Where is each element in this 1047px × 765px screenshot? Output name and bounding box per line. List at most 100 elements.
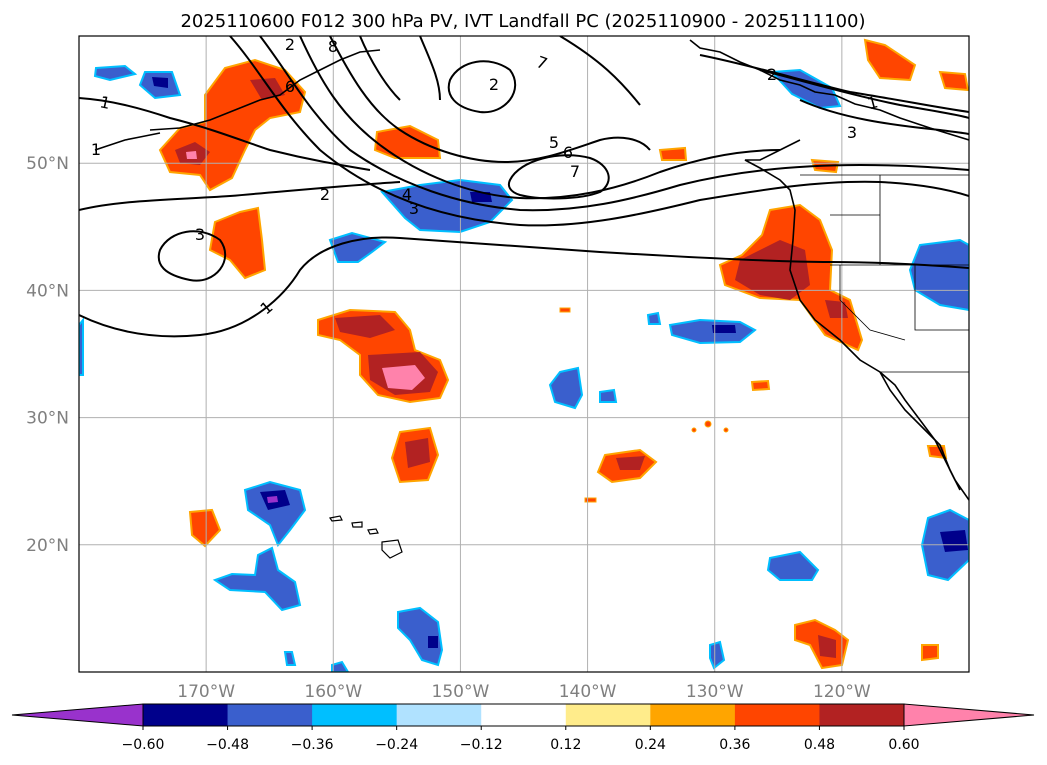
colorbar-segment [143,704,229,726]
contour-3 [799,99,969,135]
island [351,521,363,528]
positive-anomaly-region [250,78,285,100]
figure-title: 2025110600 F012 300 hPa PV, IVT Landfall… [180,11,865,32]
negative-anomaly-region [428,636,438,648]
negative-anomaly-region [397,606,444,667]
contour-jet [299,36,781,200]
positive-anomaly-region [818,635,836,658]
colorbar-tick-label: 0.24 [635,737,666,753]
longitude-tick-label: 120°W [813,682,871,702]
negative-anomaly-region [267,496,278,503]
colorbar-segment [396,704,482,726]
latitude-tick-label: 40°N [26,281,69,301]
contour-label: 3 [409,199,419,218]
hawaiian-islands [329,515,403,559]
positive-anomaly-region [186,151,197,159]
positive-anomaly-field [158,38,969,670]
positive-anomaly-region [938,70,969,92]
contour-label: 3 [847,123,857,142]
contour-label: 5 [549,133,559,152]
negative-anomaly-region [766,550,820,581]
positive-anomaly-region [559,307,571,313]
colorbar-tick-label: −0.60 [122,737,165,753]
positive-anomaly-region [382,365,425,390]
positive-anomaly-region [691,427,697,433]
latitude-tick-label: 30°N [26,409,69,429]
negative-anomaly-region [646,311,662,325]
positive-anomaly-region [208,206,267,280]
contour-2 [79,181,401,211]
colorbar-tick-label: −0.36 [291,737,334,753]
positive-anomaly-region [335,315,395,338]
contour-label: 2 [285,35,295,54]
negative-anomaly-region [599,388,618,403]
negative-anomaly-field [79,64,969,672]
contour-labels: 1 1 1 1 2 2 2 2 3 3 3 4 5 6 6 7 7 8 [91,35,880,318]
contour-upper [419,36,441,101]
colorbar-segment [819,704,905,726]
state-border [830,175,969,341]
positive-anomaly-region [863,38,917,82]
colorbar-segment [227,704,313,726]
contour-2 [447,60,517,114]
colorbar: −0.60 −0.48 −0.36 −0.24 −0.12 0.12 0.24 0.36 0.4… [11,703,1035,753]
contour-label: 2 [767,65,777,84]
north-america-coastline [689,39,969,501]
colorbar-segment [481,704,567,726]
contour-label: 3 [195,225,205,244]
colorbar-tick-label: −0.24 [375,737,418,753]
map-panel: 1 1 1 1 2 2 2 2 3 3 3 4 5 6 6 7 7 8 170°… [26,35,970,702]
positive-anomaly-region [584,497,597,503]
positive-anomaly-region [704,420,712,428]
colorbar-tick-label: 0.36 [719,737,750,753]
alaska-coastline [149,49,381,131]
colorbar-segment [650,704,736,726]
contour-label: 1 [91,140,101,159]
contour-label: 2 [489,75,499,94]
positive-anomaly-region [921,644,939,662]
contour-label: 7 [570,162,580,181]
latitude-tick-label: 20°N [26,536,69,556]
contour-label: 8 [328,37,338,56]
negative-anomaly-region [283,651,297,666]
island [381,539,403,559]
colorbar-segment [734,704,820,726]
negative-anomaly-region [328,231,388,263]
negative-anomaly-region [769,68,842,110]
island [367,528,379,535]
contour-1 [79,97,371,171]
contour-label: 6 [563,143,573,162]
contour-6 [329,36,651,164]
negative-anomaly-region [940,530,968,552]
longitude-tick-label: 150°W [432,682,490,702]
contour-2 [699,54,969,113]
longitude-tick-labels: 170°W 160°W 150°W 140°W 130°W 120°W [177,682,871,702]
gridlines [79,36,969,672]
colorbar-extend-min [11,703,144,727]
baja-coastline [879,371,961,491]
positive-anomaly-region [750,379,771,392]
coastlines [94,39,969,501]
negative-anomaly-region [243,480,307,547]
latitude-tick-labels: 20°N 30°N 40°N 50°N [26,154,69,556]
contour-7 [507,154,610,200]
colorbar-frame [142,703,905,727]
contour-1 [759,69,969,119]
contour-label: 4 [402,185,412,204]
colorbar-tick-label: −0.48 [206,737,249,753]
negative-anomaly-region [712,325,736,333]
negative-anomaly-region [908,238,969,312]
longitude-tick-label: 140°W [559,682,617,702]
negative-anomaly-region [331,660,350,672]
contour-3 [157,230,227,282]
contour-jet [259,36,969,212]
positive-anomaly-region [405,438,430,468]
aleutian-islands [94,132,161,151]
island [329,515,343,522]
colorbar-tick-label: 0.60 [888,737,919,753]
colorbar-tick-label: 0.48 [804,737,835,753]
longitude-tick-label: 130°W [686,682,744,702]
contour-3 [559,36,641,106]
positive-anomaly-region [188,508,222,548]
colorbar-tick-label: −0.12 [460,737,503,753]
